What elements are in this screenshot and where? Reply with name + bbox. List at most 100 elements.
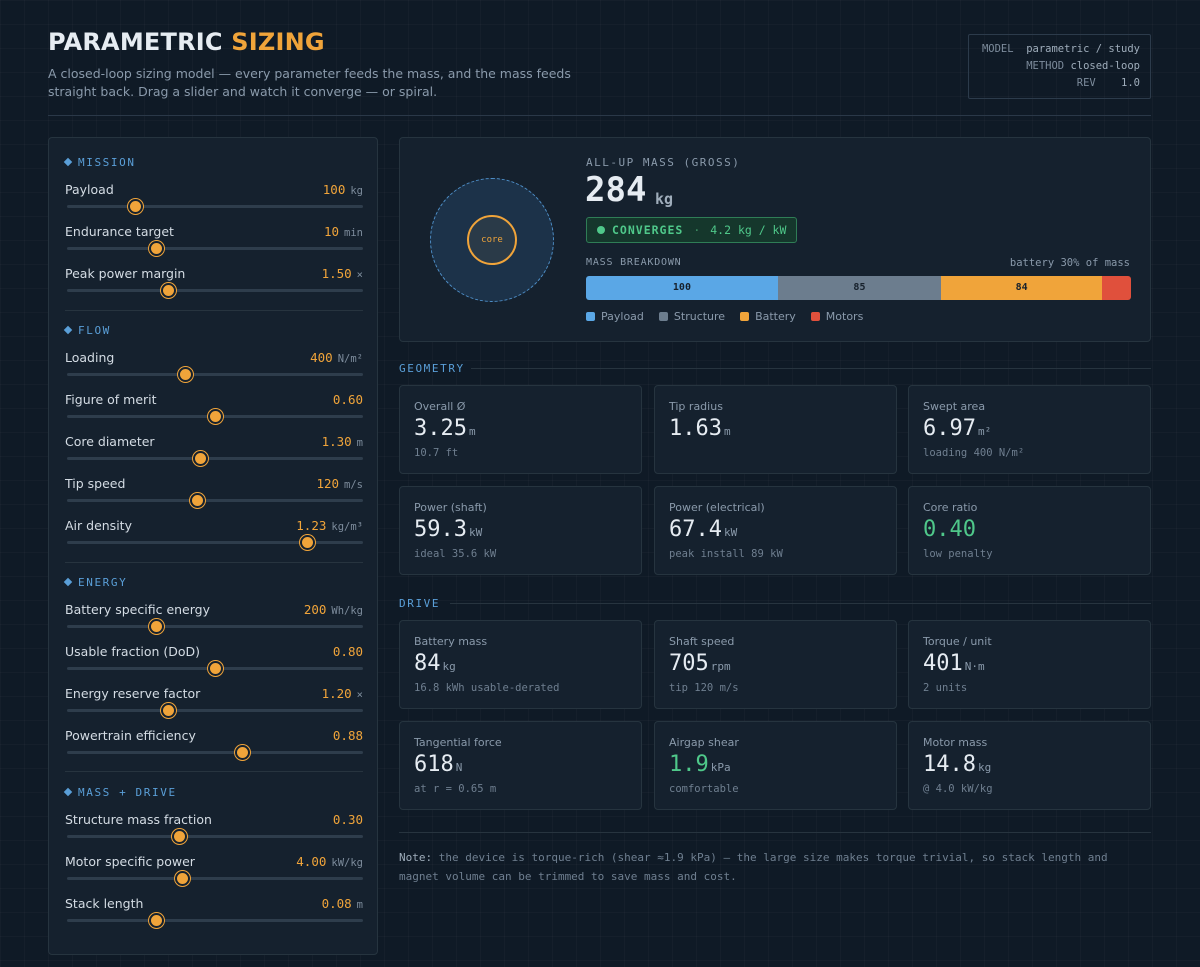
slider-thumb[interactable] <box>193 451 209 466</box>
meta-key: METHOD <box>1026 60 1065 72</box>
slider-powertrain-efficiency[interactable]: Powertrain efficiency 0.88 <box>65 728 363 764</box>
slider-unit: × <box>356 689 363 701</box>
slider-figure-of-merit[interactable]: Figure of merit 0.60 <box>65 392 363 428</box>
slider-loading[interactable]: Loading 400 N/m² <box>65 350 363 386</box>
slider-endurance-target[interactable]: Endurance target 10 min <box>65 224 363 260</box>
slider-value-number: 100 <box>322 182 346 197</box>
breakdown-segment-motors <box>1102 276 1131 300</box>
metric-card: Power (electrical) 67.4 kW peak install 89 … <box>654 486 897 575</box>
slider-thumb[interactable] <box>208 661 223 676</box>
metric-label: Tip radius <box>669 400 723 413</box>
slider-thumb[interactable] <box>148 913 164 928</box>
slider-thumb[interactable] <box>160 283 176 298</box>
metric-subtext: 16.8 kWh usable-derated <box>414 682 560 694</box>
metric-subtext: @ 4.0 kW/kg <box>923 783 993 795</box>
metric-label: Motor mass <box>923 736 988 749</box>
slider-value: 0.08 m <box>322 896 363 911</box>
metric-unit: kPa <box>710 761 731 774</box>
slider-thumb[interactable] <box>299 535 315 550</box>
slider-stack-length[interactable]: Stack length 0.08 m <box>65 896 363 932</box>
slider-value-number: 10 <box>323 224 340 239</box>
slider-track[interactable] <box>67 835 363 838</box>
metric-value: 705 rpm <box>669 651 731 676</box>
slider-track[interactable] <box>67 205 363 208</box>
slider-track[interactable] <box>67 877 363 880</box>
slider-value-number: 200 <box>303 602 327 617</box>
metric-subtext: at r = 0.65 m <box>414 783 497 795</box>
slider-track[interactable] <box>67 457 363 460</box>
slider-track[interactable] <box>67 625 363 628</box>
slider-air-density[interactable]: Air density 1.23 kg/m³ <box>65 518 363 554</box>
section-label: MASS + DRIVE <box>78 786 177 799</box>
metric-label: Power (shaft) <box>414 501 487 514</box>
diamond-icon <box>63 325 73 335</box>
slider-tip-speed[interactable]: Tip speed 120 m/s <box>65 476 363 512</box>
metric-number: 14.8 <box>923 752 976 777</box>
slider-track[interactable] <box>67 499 363 502</box>
slider-unit: m <box>356 899 363 911</box>
slider-value-number: 400 <box>310 350 333 365</box>
meta-value: closed-loop <box>1070 60 1140 72</box>
slider-thumb[interactable] <box>234 745 250 760</box>
metric-subtext: low penalty <box>923 548 993 560</box>
slider-track[interactable] <box>67 751 363 754</box>
metric-label: Airgap shear <box>669 736 739 749</box>
metric-card: Swept area 6.97 m² loading 400 N/m² <box>908 385 1151 474</box>
slider-value: 120 m/s <box>316 476 363 491</box>
status-detail: 4.2 kg / kW <box>710 223 787 237</box>
slider-value-number: 0.08 <box>321 896 352 911</box>
drive-section-title: DRIVE <box>399 597 441 610</box>
metric-number: 0.40 <box>923 517 976 542</box>
slider-peak-power-margin[interactable]: Peak power margin 1.50 × <box>65 266 363 302</box>
metric-value: 6.97 m² <box>923 416 991 441</box>
slider-thumb[interactable] <box>178 367 194 382</box>
metric-unit: m <box>723 425 731 438</box>
metric-subtext: tip 120 m/s <box>669 682 739 694</box>
status-dot-icon <box>597 226 605 234</box>
slider-energy-reserve-factor[interactable]: Energy reserve factor 1.20 × <box>65 686 363 722</box>
slider-structure-mass-fraction[interactable]: Structure mass fraction 0.30 <box>65 812 363 848</box>
slider-thumb[interactable] <box>175 871 191 886</box>
slider-unit: kg <box>350 185 363 197</box>
slider-value-number: 0.60 <box>332 392 363 407</box>
metric-value: 401 N·m <box>923 651 985 676</box>
slider-core-diameter[interactable]: Core diameter 1.30 m <box>65 434 363 470</box>
slider-value-number: 0.80 <box>332 644 363 659</box>
slider-value-number: 1.50 <box>321 266 352 281</box>
section-label: FLOW <box>78 324 111 337</box>
slider-payload[interactable]: Payload 100 kg <box>65 182 363 218</box>
slider-battery-specific-energy[interactable]: Battery specific energy 200 Wh/kg <box>65 602 363 638</box>
metric-number: 1.63 <box>669 416 722 441</box>
slider-usable-fraction-dod[interactable]: Usable fraction (DoD) 0.80 <box>65 644 363 680</box>
slider-thumb[interactable] <box>148 619 164 634</box>
slider-thumb[interactable] <box>172 829 188 844</box>
slider-unit: × <box>356 269 363 281</box>
slider-thumb[interactable] <box>190 493 206 508</box>
slider-thumb[interactable] <box>148 241 164 256</box>
metric-number: 3.25 <box>414 416 467 441</box>
slider-thumb[interactable] <box>128 199 144 214</box>
meta-row-model: MODEL parametric / study <box>979 41 1140 58</box>
slider-track[interactable] <box>67 289 363 292</box>
slider-track[interactable] <box>67 373 363 376</box>
metric-number: 84 <box>414 651 441 676</box>
mass-unit: kg <box>655 190 674 208</box>
mass-value: 284 <box>585 170 647 210</box>
slider-track[interactable] <box>67 247 363 250</box>
legend-label: Motors <box>825 310 864 323</box>
note-divider <box>399 832 1151 833</box>
slider-thumb[interactable] <box>160 703 176 718</box>
slider-track[interactable] <box>67 919 363 922</box>
breakdown-segment-payload: 100 <box>586 276 778 300</box>
legend-label: Structure <box>673 310 726 323</box>
slider-thumb[interactable] <box>208 409 223 424</box>
slider-motor-specific-power[interactable]: Motor specific power 4.00 kW/kg <box>65 854 363 890</box>
slider-track[interactable] <box>67 541 363 544</box>
metric-number: 705 <box>669 651 709 676</box>
legend-label: Battery <box>755 310 796 323</box>
slider-value-number: 4.00 <box>296 854 327 869</box>
section-divider <box>65 562 363 563</box>
breakdown-legend: Payload Structure Battery Motors <box>586 310 863 323</box>
slider-track[interactable] <box>67 709 363 712</box>
mass-breakdown-bar: 100 85 84 <box>586 276 1131 300</box>
